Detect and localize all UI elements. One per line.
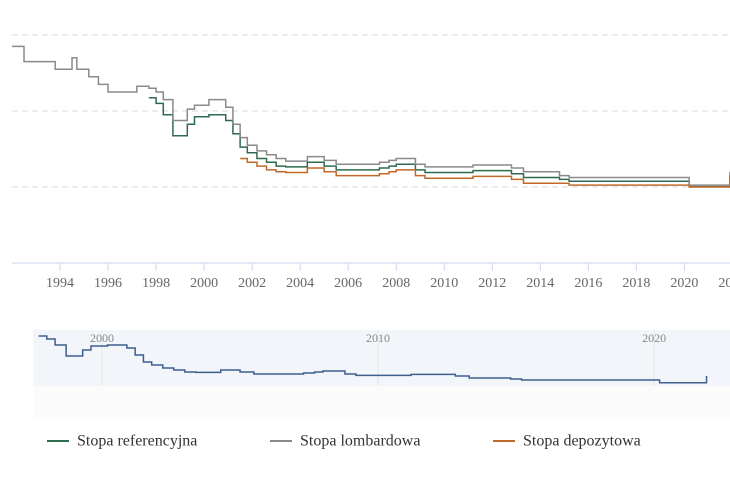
- x-tick-label: 2020: [670, 276, 698, 291]
- series-line: [240, 157, 730, 188]
- x-tick-label: 2004: [286, 276, 314, 291]
- legend-label[interactable]: Stopa referencyjna: [77, 433, 197, 450]
- legend-label[interactable]: Stopa depozytowa: [523, 433, 641, 450]
- x-tick-label: 2016: [574, 276, 602, 291]
- x-tick-label: 2018: [622, 276, 650, 291]
- navigator-range[interactable]: [33, 330, 730, 386]
- navigator-scrollbar[interactable]: [33, 386, 730, 420]
- x-tick-label: 2010: [430, 276, 458, 291]
- x-tick-label: 1998: [142, 276, 170, 291]
- series-line: [148, 96, 730, 188]
- navigator-tick-label: 2020: [642, 331, 666, 345]
- series-line: [12, 45, 730, 186]
- x-tick-label: 2014: [526, 276, 554, 291]
- x-tick-label: 1996: [94, 276, 122, 291]
- navigator-tick-label: 2010: [366, 331, 390, 345]
- x-tick-label: 1994: [46, 276, 74, 291]
- navigator-tick-label: 2000: [90, 331, 114, 345]
- x-tick-label: 2022: [718, 276, 730, 291]
- legend-label[interactable]: Stopa lombardowa: [300, 433, 420, 450]
- x-tick-label: 2006: [334, 276, 362, 291]
- navigator-line: [38, 335, 708, 384]
- x-tick-label: 2008: [382, 276, 410, 291]
- x-tick-label: 2000: [190, 276, 218, 291]
- x-tick-label: 2002: [238, 276, 266, 291]
- x-tick-label: 2012: [478, 276, 506, 291]
